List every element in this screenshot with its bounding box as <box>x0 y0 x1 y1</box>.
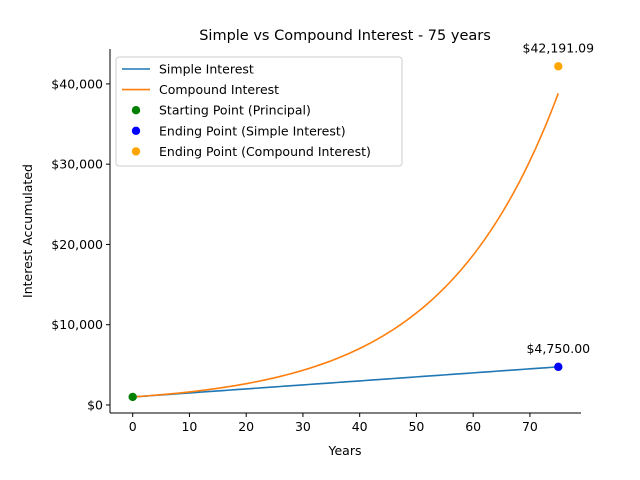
simple-interest-line <box>132 366 559 398</box>
legend-dot-swatch <box>131 126 141 135</box>
y-tick-label: $20,000 <box>51 237 103 252</box>
x-tick-label: 50 <box>408 419 424 434</box>
legend-label: Ending Point (Compound Interest) <box>159 144 371 159</box>
x-tick-label: 60 <box>465 419 481 434</box>
x-ticks: 0 10 20 30 40 50 60 70 <box>129 413 538 434</box>
chart-title: Simple vs Compound Interest - 75 years <box>199 28 491 44</box>
legend-label: Compound Interest <box>159 82 279 97</box>
x-axis-label: Years <box>328 443 362 458</box>
y-tick-label: $0 <box>87 397 103 412</box>
legend-dot-swatch <box>131 147 141 156</box>
legend: Simple Interest Compound Interest Starting… <box>115 56 403 167</box>
x-tick-label: 0 <box>129 419 137 434</box>
legend-box <box>115 56 403 167</box>
ending-point-simple-marker <box>554 362 563 372</box>
y-tick-label: $40,000 <box>51 76 103 91</box>
x-tick-label: 20 <box>238 419 254 434</box>
legend-dot-swatch <box>131 106 141 115</box>
plot-area <box>128 62 563 402</box>
y-axis-label: Interest Accumulated <box>20 164 35 298</box>
legend-label: Starting Point (Principal) <box>159 103 311 118</box>
y-ticks: $0 $10,000 $20,000 $30,000 $40,000 <box>51 76 110 412</box>
starting-point-marker <box>128 392 137 402</box>
x-tick-label: 10 <box>181 419 197 434</box>
legend-label: Ending Point (Simple Interest) <box>159 123 346 138</box>
compound-end-annotation: $42,191.09 <box>523 40 595 55</box>
x-tick-label: 40 <box>352 419 368 434</box>
x-tick-label: 30 <box>295 419 311 434</box>
annotations: $4,750.00 $42,191.09 <box>523 40 595 356</box>
ending-point-compound-marker <box>554 62 563 71</box>
legend-label: Simple Interest <box>159 62 254 77</box>
x-tick-label: 70 <box>522 419 538 434</box>
simple-end-annotation: $4,750.00 <box>526 341 590 356</box>
y-tick-label: $30,000 <box>51 157 103 172</box>
compound-interest-line <box>132 92 560 398</box>
y-tick-label: $10,000 <box>51 317 103 332</box>
